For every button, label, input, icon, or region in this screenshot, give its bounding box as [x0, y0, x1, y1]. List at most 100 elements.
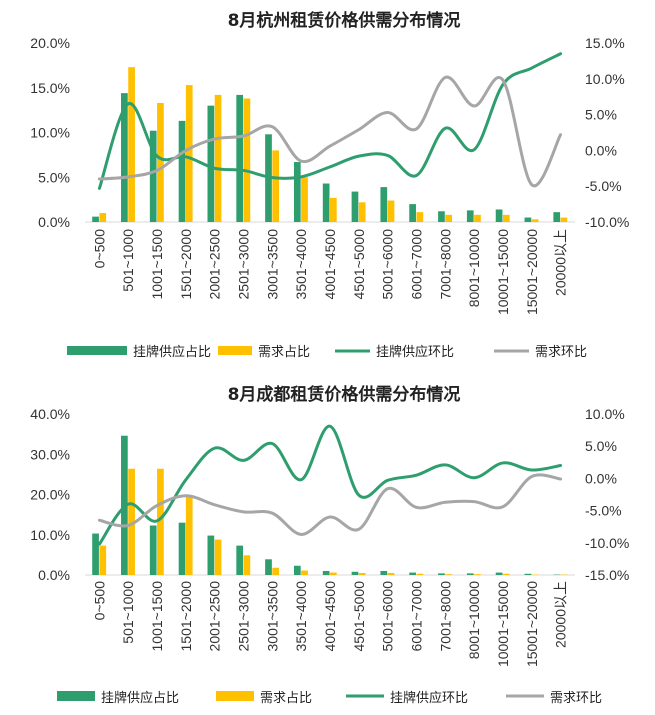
bar-demand-share: [445, 574, 452, 575]
bar-supply-share: [322, 570, 330, 575]
bar-demand-share: [416, 212, 424, 222]
bar-supply-share: [92, 216, 99, 222]
x-tick-label: 5001~6000: [380, 581, 396, 652]
y-right-tick-label: 5.0%: [585, 438, 617, 454]
bar-supply-share: [409, 572, 416, 575]
bar-supply-share: [495, 572, 503, 575]
x-tick-label: 2001~2500: [207, 229, 223, 300]
bar-supply-share: [121, 93, 128, 223]
bar-supply-share: [293, 162, 301, 222]
x-tick-label: 3501~4000: [293, 229, 309, 300]
bar-supply-share: [495, 209, 503, 222]
x-tick-label: 10001~15000: [495, 581, 511, 667]
legend-swatch-supply-share: [57, 691, 95, 701]
bar-demand-share: [445, 214, 452, 222]
y-right-tick-label: 10.0%: [585, 71, 625, 87]
y-left-tick-label: 20.0%: [30, 35, 70, 51]
chengdu-chart: 8月成都租赁价格供需分布情况 0.0%10.0%20.0%30.0%40.0% …: [30, 384, 629, 706]
legend-swatch-demand-share: [216, 691, 254, 701]
y-right-tick-label: -10.0%: [585, 214, 629, 230]
y-right-tick-label: -15.0%: [585, 567, 629, 583]
y-right-tick-label: -5.0%: [585, 503, 622, 519]
bar-supply-share: [149, 525, 157, 575]
y-right-tick-label: -10.0%: [585, 535, 629, 551]
x-tick-label: 10001~15000: [495, 229, 511, 315]
bar-supply-share: [149, 130, 157, 222]
y-right-tick-label: 15.0%: [585, 35, 625, 51]
x-tick-label: 8001~10000: [466, 581, 482, 659]
bar-supply-share: [409, 204, 416, 222]
x-tick-label: 2501~3000: [236, 229, 252, 300]
x-tick-label: 8001~10000: [466, 229, 482, 307]
y-right-tick-label: 0.0%: [585, 470, 617, 486]
x-tick-label: 6001~7000: [408, 581, 424, 652]
x-tick-label: 4001~4500: [322, 581, 338, 652]
legend-swatch-supply-share: [67, 346, 127, 355]
legend-label-supply-share: 挂牌供应占比: [101, 690, 179, 706]
y-left-tick-label: 10.0%: [30, 527, 70, 543]
line-supply-mom: [97, 424, 563, 546]
x-tick-label: 1501~2000: [178, 581, 194, 652]
x-tick-label: 3001~3500: [264, 581, 280, 652]
bar-demand-share: [330, 572, 337, 575]
bar-demand-share: [560, 217, 568, 222]
bar-demand-share: [301, 570, 308, 575]
bar-supply-share: [524, 573, 532, 575]
x-tick-label: 20000以上: [553, 229, 569, 296]
y-left-tick-label: 15.0%: [30, 80, 70, 96]
bar-supply-share: [322, 183, 330, 222]
bar-supply-share: [293, 565, 301, 575]
legend-label-demand-share: 需求占比: [258, 345, 310, 360]
bar-supply-share: [236, 545, 244, 575]
x-tick-label: 0~500: [91, 581, 107, 621]
bar-demand-share: [474, 574, 481, 575]
legend-label-demand-share: 需求占比: [260, 691, 312, 706]
bar-supply-share: [207, 105, 215, 222]
line-demand-mom: [97, 473, 563, 536]
legend-label-demand-mom: 需求环比: [535, 345, 587, 360]
x-tick-label: 501~1000: [120, 581, 136, 644]
bar-demand-share: [531, 219, 539, 222]
x-tick-label: 1001~1500: [149, 229, 165, 300]
bar-supply-share: [380, 570, 388, 575]
x-tick-label: 7001~8000: [437, 229, 453, 300]
y-right-tick-label: -5.0%: [585, 178, 622, 194]
y-left-tick-label: 20.0%: [30, 487, 70, 503]
bar-demand-share: [330, 197, 337, 222]
bar-supply-share: [438, 211, 445, 222]
y-left-tick-label: 30.0%: [30, 446, 70, 462]
bar-demand-share: [502, 573, 510, 575]
y-left-tick-label: 5.0%: [38, 169, 70, 185]
bar-demand-share: [474, 214, 481, 222]
x-tick-label: 4501~5000: [351, 581, 367, 652]
bar-demand-share: [387, 200, 395, 222]
bar-demand-share: [185, 496, 193, 575]
x-tick-label: 2001~2500: [207, 581, 223, 652]
bar-demand-share: [243, 555, 251, 575]
legend-label-supply-mom: 挂牌供应环比: [376, 344, 454, 360]
bar-demand-share: [416, 573, 424, 575]
legend-label-demand-mom: 需求环比: [550, 691, 602, 706]
x-tick-label: 6001~7000: [408, 229, 424, 300]
bar-supply-share: [351, 191, 359, 222]
x-tick-label: 7001~8000: [437, 581, 453, 652]
y-right-tick-label: 10.0%: [585, 406, 625, 422]
legend-label-supply-mom: 挂牌供应环比: [390, 690, 468, 706]
chart-title: 8月成都租赁价格供需分布情况: [228, 384, 461, 405]
bar-supply-share: [236, 94, 244, 222]
x-tick-label: 0~500: [91, 229, 107, 269]
legend: 挂牌供应占比 需求占比 挂牌供应环比 需求环比: [67, 344, 587, 360]
bar-demand-share: [128, 67, 135, 222]
x-tick-label: 1501~2000: [178, 229, 194, 300]
line-demand-mom: [97, 75, 563, 188]
bar-supply-share: [438, 573, 445, 575]
bar-supply-share: [466, 210, 474, 222]
bar-supply-share: [207, 535, 215, 575]
bar-demand-share: [301, 177, 308, 222]
bar-demand-share: [214, 539, 222, 575]
bar-supply-share: [466, 573, 474, 575]
bar-supply-share: [265, 559, 272, 575]
x-tick-label: 1001~1500: [149, 581, 165, 652]
bar-demand-share: [243, 98, 251, 222]
